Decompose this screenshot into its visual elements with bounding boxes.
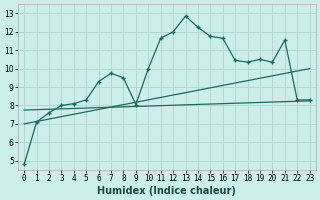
- X-axis label: Humidex (Indice chaleur): Humidex (Indice chaleur): [98, 186, 236, 196]
